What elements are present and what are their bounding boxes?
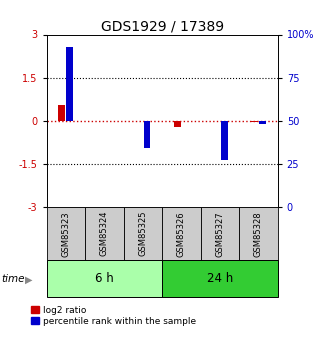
- Bar: [259, 121, 266, 124]
- Bar: [221, 121, 228, 160]
- Bar: [251, 121, 258, 122]
- Text: 6 h: 6 h: [95, 272, 114, 285]
- Text: GSM85327: GSM85327: [215, 211, 224, 257]
- FancyBboxPatch shape: [47, 207, 85, 260]
- FancyBboxPatch shape: [162, 207, 201, 260]
- Text: GSM85326: GSM85326: [177, 211, 186, 257]
- FancyBboxPatch shape: [124, 207, 162, 260]
- Text: 24 h: 24 h: [207, 272, 233, 285]
- Text: time: time: [2, 275, 25, 284]
- FancyBboxPatch shape: [47, 260, 162, 297]
- Text: GSM85324: GSM85324: [100, 211, 109, 256]
- Bar: [66, 47, 74, 121]
- Bar: [58, 105, 65, 121]
- Text: GSM85328: GSM85328: [254, 211, 263, 257]
- Text: ▶: ▶: [24, 275, 32, 284]
- Text: GSM85325: GSM85325: [138, 211, 147, 256]
- Bar: [143, 121, 151, 148]
- Text: GSM85323: GSM85323: [61, 211, 70, 257]
- Legend: log2 ratio, percentile rank within the sample: log2 ratio, percentile rank within the s…: [30, 305, 197, 327]
- FancyBboxPatch shape: [162, 260, 278, 297]
- FancyBboxPatch shape: [201, 207, 239, 260]
- Bar: [174, 121, 181, 127]
- FancyBboxPatch shape: [85, 207, 124, 260]
- FancyBboxPatch shape: [239, 207, 278, 260]
- Title: GDS1929 / 17389: GDS1929 / 17389: [100, 19, 224, 33]
